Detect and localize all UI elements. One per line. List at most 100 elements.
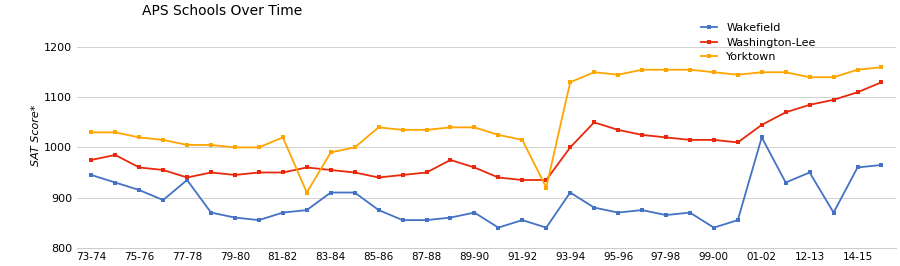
- Yorktown: [374, 126, 384, 129]
- Washington-Lee: [205, 171, 216, 174]
- Wakefield: [756, 136, 767, 139]
- Yorktown: [541, 186, 552, 189]
- Wakefield: [828, 211, 839, 214]
- Wakefield: [876, 163, 886, 167]
- Wakefield: [589, 206, 599, 209]
- Wakefield: [397, 218, 408, 222]
- Yorktown: [565, 81, 576, 84]
- Y-axis label: SAT Score*: SAT Score*: [32, 104, 41, 165]
- Washington-Lee: [86, 158, 96, 161]
- Washington-Lee: [636, 133, 647, 136]
- Yorktown: [397, 128, 408, 131]
- Yorktown: [205, 143, 216, 147]
- Wakefield: [685, 211, 696, 214]
- Wakefield: [493, 226, 504, 229]
- Yorktown: [876, 66, 886, 69]
- Yorktown: [254, 146, 265, 149]
- Wakefield: [708, 226, 719, 229]
- Wakefield: [182, 178, 193, 182]
- Washington-Lee: [397, 173, 408, 177]
- Wakefield: [230, 216, 240, 219]
- Wakefield: [325, 191, 336, 194]
- Wakefield: [110, 181, 121, 184]
- Yorktown: [277, 136, 288, 139]
- Washington-Lee: [182, 176, 193, 179]
- Yorktown: [613, 73, 624, 76]
- Washington-Lee: [277, 171, 288, 174]
- Washington-Lee: [493, 176, 504, 179]
- Wakefield: [541, 226, 552, 229]
- Washington-Lee: [349, 171, 360, 174]
- Yorktown: [589, 71, 599, 74]
- Washington-Lee: [517, 178, 527, 182]
- Yorktown: [421, 128, 432, 131]
- Wakefield: [805, 171, 815, 174]
- Wakefield: [205, 211, 216, 214]
- Wakefield: [517, 218, 527, 222]
- Yorktown: [469, 126, 480, 129]
- Yorktown: [780, 71, 791, 74]
- Washington-Lee: [421, 171, 432, 174]
- Yorktown: [158, 138, 168, 142]
- Washington-Lee: [780, 111, 791, 114]
- Wakefield: [613, 211, 624, 214]
- Wakefield: [349, 191, 360, 194]
- Wakefield: [733, 218, 743, 222]
- Yorktown: [685, 68, 696, 71]
- Washington-Lee: [565, 146, 576, 149]
- Wakefield: [158, 198, 168, 202]
- Yorktown: [828, 76, 839, 79]
- Yorktown: [756, 71, 767, 74]
- Wakefield: [302, 209, 312, 212]
- Wakefield: [86, 173, 96, 177]
- Washington-Lee: [446, 158, 456, 161]
- Yorktown: [302, 191, 312, 194]
- Wakefield: [852, 166, 863, 169]
- Washington-Lee: [685, 138, 696, 142]
- Washington-Lee: [756, 123, 767, 126]
- Yorktown: [636, 68, 647, 71]
- Wakefield: [277, 211, 288, 214]
- Yorktown: [110, 131, 121, 134]
- Washington-Lee: [541, 178, 552, 182]
- Washington-Lee: [805, 103, 815, 106]
- Wakefield: [780, 181, 791, 184]
- Washington-Lee: [852, 91, 863, 94]
- Line: Washington-Lee: Washington-Lee: [89, 80, 884, 182]
- Yorktown: [134, 136, 145, 139]
- Yorktown: [805, 76, 815, 79]
- Washington-Lee: [110, 153, 121, 156]
- Washington-Lee: [254, 171, 265, 174]
- Yorktown: [86, 131, 96, 134]
- Washington-Lee: [613, 128, 624, 131]
- Washington-Lee: [374, 176, 384, 179]
- Washington-Lee: [661, 136, 671, 139]
- Washington-Lee: [469, 166, 480, 169]
- Yorktown: [517, 138, 527, 142]
- Wakefield: [565, 191, 576, 194]
- Yorktown: [182, 143, 193, 147]
- Wakefield: [446, 216, 456, 219]
- Yorktown: [325, 151, 336, 154]
- Washington-Lee: [828, 98, 839, 101]
- Washington-Lee: [708, 138, 719, 142]
- Washington-Lee: [589, 121, 599, 124]
- Washington-Lee: [230, 173, 240, 177]
- Line: Yorktown: Yorktown: [89, 65, 884, 195]
- Washington-Lee: [158, 168, 168, 172]
- Washington-Lee: [134, 166, 145, 169]
- Yorktown: [493, 133, 504, 136]
- Legend: Wakefield, Washington-Lee, Yorktown: Wakefield, Washington-Lee, Yorktown: [701, 23, 815, 63]
- Washington-Lee: [733, 141, 743, 144]
- Wakefield: [636, 209, 647, 212]
- Yorktown: [733, 73, 743, 76]
- Yorktown: [661, 68, 671, 71]
- Wakefield: [374, 209, 384, 212]
- Text: APS Schools Over Time: APS Schools Over Time: [142, 4, 302, 18]
- Wakefield: [421, 218, 432, 222]
- Wakefield: [469, 211, 480, 214]
- Wakefield: [254, 218, 265, 222]
- Washington-Lee: [302, 166, 312, 169]
- Wakefield: [661, 214, 671, 217]
- Yorktown: [230, 146, 240, 149]
